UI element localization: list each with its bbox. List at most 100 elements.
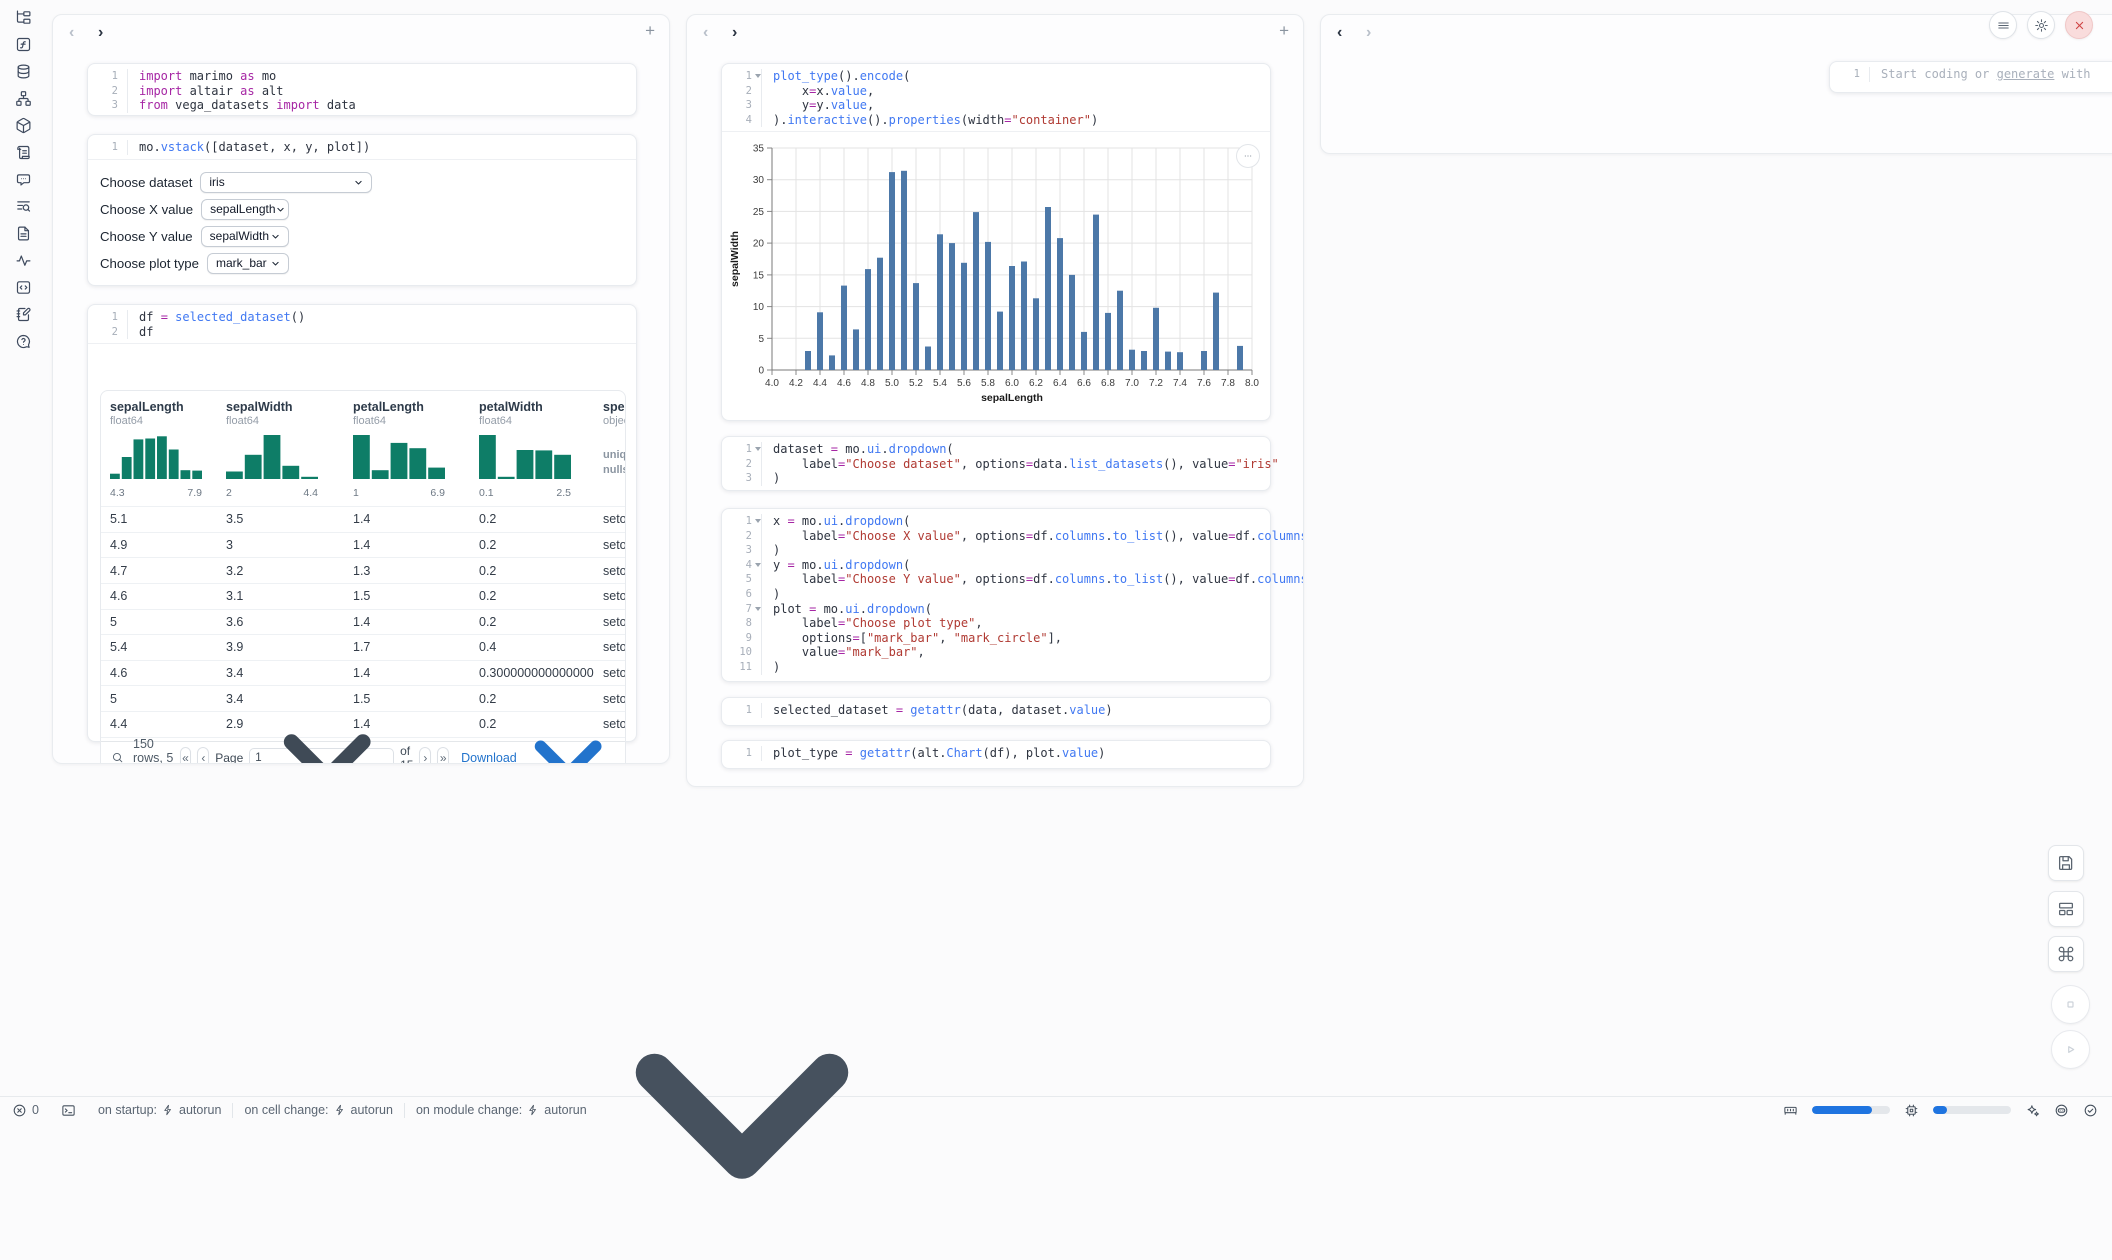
dependency-graph-icon[interactable] — [10, 85, 37, 112]
code-line[interactable]: 8 label="Choose plot type", — [722, 616, 1270, 631]
column-header[interactable]: sepalWidth — [217, 391, 344, 414]
ai-sparkles-icon[interactable] — [2025, 1103, 2040, 1118]
code-cell-selected-dataset[interactable]: 1selected_dataset = getattr(data, datase… — [721, 697, 1271, 726]
notebook-menu-button[interactable] — [1989, 11, 2017, 39]
file-explorer-icon[interactable] — [10, 4, 37, 31]
code-line[interactable]: 1plot_type = getattr(alt.Chart(df), plot… — [722, 746, 1270, 761]
stop-button[interactable] — [2051, 985, 2090, 1024]
code-cell-plot-type[interactable]: 1plot_type = getattr(alt.Chart(df), plot… — [721, 740, 1271, 769]
table-row[interactable]: 5.43.91.70.4setosa — [101, 635, 626, 661]
download-button[interactable]: Download — [461, 711, 615, 764]
code-line[interactable]: 4y = mo.ui.dropdown( — [722, 558, 1270, 573]
datasources-icon[interactable] — [10, 58, 37, 85]
code-line[interactable]: 1mo.vstack([dataset, x, y, plot]) — [88, 140, 636, 155]
terminal-button[interactable] — [61, 1103, 76, 1118]
code-line[interactable]: 3from vega_datasets import data — [88, 98, 636, 113]
column-header[interactable]: species — [594, 391, 626, 414]
code-line[interactable]: 4).interactive().properties(width="conta… — [722, 113, 1270, 128]
run-all-button[interactable] — [2051, 1030, 2090, 1069]
layout-toggle-button[interactable] — [2048, 891, 2084, 927]
dropdown-choose-dataset[interactable]: iris — [200, 172, 372, 193]
packages-icon[interactable] — [10, 112, 37, 139]
on-module-change-setting[interactable]: on module change: autorun — [416, 960, 892, 1260]
code-cell-dataframe[interactable]: 1df = selected_dataset()2df sepalLengths… — [87, 304, 637, 742]
code-line[interactable]: 7plot = mo.ui.dropdown( — [722, 602, 1270, 617]
code-line[interactable]: 2 label="Choose dataset", options=data.l… — [722, 457, 1270, 472]
page-select[interactable]: 1 — [249, 748, 394, 764]
documentation-icon[interactable] — [10, 220, 37, 247]
code-line[interactable]: 1selected_dataset = getattr(data, datase… — [722, 703, 1270, 718]
column-forward-button[interactable]: › — [732, 22, 737, 44]
fold-chevron-icon[interactable] — [755, 74, 761, 78]
code-line[interactable]: 11) — [722, 660, 1270, 675]
code-line[interactable]: 2df — [88, 325, 636, 340]
keyboard-shortcuts-button[interactable] — [2048, 936, 2084, 972]
column-header[interactable]: sepalLength — [101, 391, 217, 414]
dropdown-choose-y-value[interactable]: sepalWidth — [201, 226, 289, 247]
code-cell-new[interactable]: 1Start coding or generate with — [1829, 61, 2112, 93]
fold-chevron-icon[interactable] — [755, 519, 761, 523]
fold-chevron-icon[interactable] — [755, 607, 761, 611]
code-line[interactable]: 3) — [722, 471, 1270, 486]
code-line[interactable]: 1df = selected_dataset() — [88, 310, 636, 325]
scripts-icon[interactable] — [10, 139, 37, 166]
code-cell-imports[interactable]: 1import marimo as mo2import altair as al… — [87, 63, 637, 116]
code-line[interactable]: 1plot_type().encode( — [722, 69, 1270, 84]
code-line[interactable]: 3) — [722, 543, 1270, 558]
shutdown-button[interactable] — [2065, 11, 2093, 39]
save-button[interactable] — [2048, 845, 2084, 881]
code-cell-plot[interactable]: 1plot_type().encode(2 x=x.value,3 y=y.va… — [721, 63, 1271, 421]
table-row[interactable]: 4.63.11.50.2setosa — [101, 583, 626, 609]
code-line[interactable]: 10 value="mark_bar", — [722, 645, 1270, 660]
dropdown-choose-x-value[interactable]: sepalLength — [201, 199, 289, 220]
first-page-button[interactable]: « — [180, 747, 192, 764]
code-line[interactable]: 1x = mo.ui.dropdown( — [722, 514, 1270, 529]
table-row[interactable]: 4.63.41.40.30000000000000004setosa — [101, 660, 626, 686]
dropdown-choose-plot-type[interactable]: mark_bar — [207, 253, 289, 274]
fold-chevron-icon[interactable] — [755, 563, 761, 567]
helper-functions-icon[interactable] — [10, 31, 37, 58]
search-icon[interactable] — [111, 751, 124, 764]
code-line[interactable]: 5 label="Choose Y value", options=df.col… — [722, 572, 1270, 587]
code-line[interactable]: 6) — [722, 587, 1270, 602]
copilot-icon[interactable] — [2054, 1103, 2069, 1118]
column-back-button[interactable]: ‹ — [703, 22, 708, 44]
altair-bar-chart[interactable]: 4.04.24.44.64.85.05.25.45.65.86.06.26.46… — [726, 138, 1270, 413]
table-row[interactable]: 53.61.40.2setosa — [101, 609, 626, 635]
connection-status-icon[interactable] — [2083, 1103, 2098, 1118]
snippets-icon[interactable] — [10, 274, 37, 301]
code-line[interactable]: 1Start coding or generate with — [1830, 67, 2112, 82]
tracing-icon[interactable] — [10, 247, 37, 274]
code-line[interactable]: 1dataset = mo.ui.dropdown( — [722, 442, 1270, 457]
on-startup-setting[interactable]: on startup: autorun — [98, 1103, 221, 1117]
table-row[interactable]: 5.13.51.40.2setosa — [101, 507, 626, 533]
code-line[interactable]: 2 label="Choose X value", options=df.col… — [722, 529, 1270, 544]
code-line[interactable]: 3 y=y.value, — [722, 98, 1270, 113]
fold-chevron-icon[interactable] — [755, 447, 761, 451]
add-cell-button[interactable]: + — [645, 21, 655, 41]
code-line[interactable]: 1import marimo as mo — [88, 69, 636, 84]
column-forward-button[interactable]: › — [1366, 22, 1371, 44]
column-header[interactable]: petalWidth — [470, 391, 594, 414]
code-cell-dataset-dropdown[interactable]: 1dataset = mo.ui.dropdown(2 label="Choos… — [721, 436, 1271, 491]
prev-page-button[interactable]: ‹ — [197, 747, 209, 764]
code-cell-vstack[interactable]: 1mo.vstack([dataset, x, y, plot]) Choose… — [87, 134, 637, 286]
column-back-button[interactable]: ‹ — [1337, 22, 1342, 44]
settings-button[interactable] — [2027, 11, 2055, 39]
error-indicator[interactable]: 0 — [12, 1103, 39, 1118]
add-cell-button[interactable]: + — [1279, 21, 1289, 41]
logs-icon[interactable] — [10, 193, 37, 220]
table-row[interactable]: 4.73.21.30.2setosa — [101, 558, 626, 584]
chat-icon[interactable] — [10, 166, 37, 193]
on-cell-change-setting[interactable]: on cell change: autorun — [244, 1103, 393, 1117]
column-forward-button[interactable]: › — [98, 22, 103, 44]
help-icon[interactable] — [10, 328, 37, 355]
column-back-button[interactable]: ‹ — [69, 22, 74, 44]
next-page-button[interactable]: › — [419, 747, 431, 764]
table-row[interactable]: 4.931.40.2setosa — [101, 532, 626, 558]
code-cell-xy-dropdowns[interactable]: 1x = mo.ui.dropdown(2 label="Choose X va… — [721, 508, 1271, 682]
column-header[interactable]: petalLength — [344, 391, 470, 414]
code-line[interactable]: 2import altair as alt — [88, 84, 636, 99]
code-line[interactable]: 2 x=x.value, — [722, 84, 1270, 99]
scratchpad-icon[interactable] — [10, 301, 37, 328]
